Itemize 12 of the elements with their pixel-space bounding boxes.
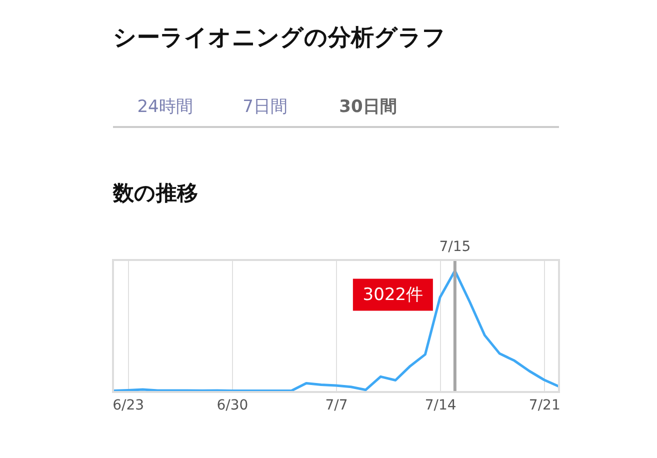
x-tick-label: 7/14 bbox=[424, 398, 456, 414]
ref-line-label: 7/15 bbox=[439, 239, 471, 255]
x-tick-label: 7/21 bbox=[528, 398, 560, 414]
text: 30日間 bbox=[339, 97, 397, 117]
x-tick-label: 7/7 bbox=[325, 398, 348, 414]
annotation: 3022件 bbox=[362, 284, 424, 305]
chart-subtitle: 数の推移 bbox=[112, 181, 198, 205]
x-tick-label: 6/30 bbox=[216, 398, 248, 414]
chart-title: シーライオニングの分析グラフ bbox=[113, 25, 446, 51]
text: 7日間 bbox=[242, 97, 288, 117]
x-tick-label: 6/23 bbox=[112, 398, 144, 414]
text: 24時間 bbox=[137, 97, 193, 117]
